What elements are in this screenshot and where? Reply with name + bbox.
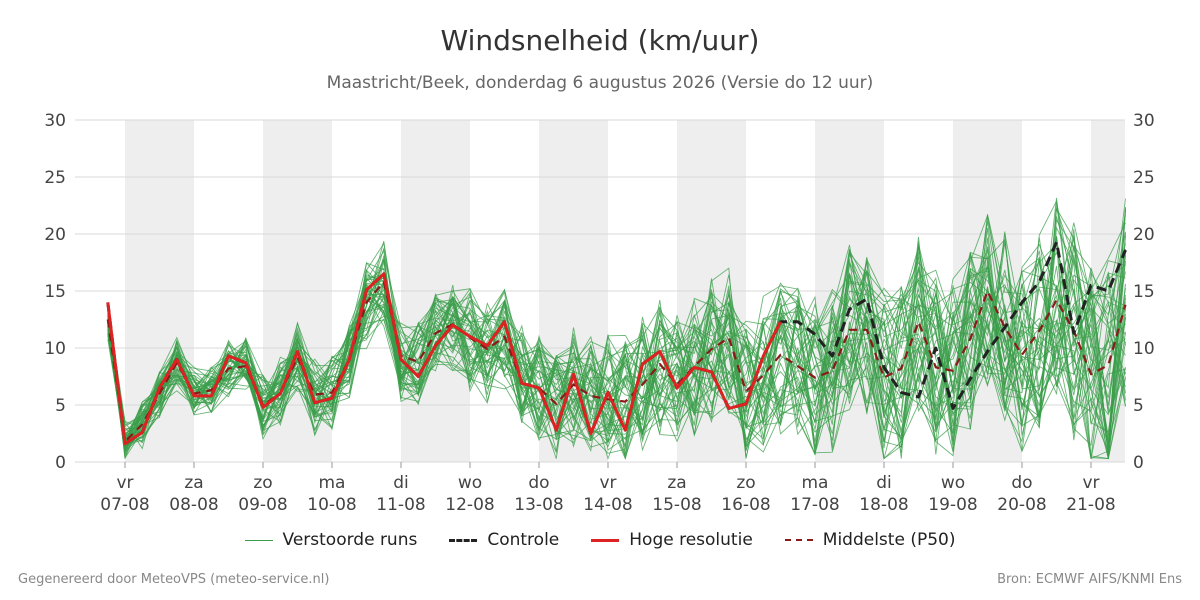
y-tick-label: 5 xyxy=(1133,396,1144,416)
x-tick-day: vr xyxy=(1082,473,1099,493)
x-tick-day: di xyxy=(393,473,409,493)
y-axis-right: 0 5 10 15 20 25 30 xyxy=(1133,111,1155,473)
perturbed-run-line xyxy=(107,257,1126,456)
legend-item-hires: Hoge resolutie xyxy=(591,530,753,550)
x-tick-date: 13-08 xyxy=(514,495,563,515)
x-tick-date: 19-08 xyxy=(928,495,977,515)
x-tick-date: 08-08 xyxy=(169,495,218,515)
y-tick-label: 10 xyxy=(44,339,66,359)
y-axis-left: 0 5 10 15 20 25 30 xyxy=(44,111,66,473)
y-tick-label: 20 xyxy=(44,225,66,245)
y-tick-label: 10 xyxy=(1133,339,1155,359)
chart-title: Windsnelheid (km/uur) xyxy=(440,24,760,57)
x-tick-date: 18-08 xyxy=(859,495,908,515)
y-tick-label: 25 xyxy=(1133,168,1155,188)
y-tick-label: 25 xyxy=(44,168,66,188)
legend-swatch-hires xyxy=(591,538,620,542)
legend-label-hires: Hoge resolutie xyxy=(629,530,753,550)
legend-swatch-perturbed xyxy=(244,539,273,541)
y-tick-label: 0 xyxy=(55,453,66,473)
legend-item-median: Middelste (P50) xyxy=(784,530,956,550)
x-tick-day: zo xyxy=(253,473,272,493)
perturbed-run-line xyxy=(107,259,1126,458)
x-tick-day: za xyxy=(184,473,203,493)
legend-item-perturbed: Verstoorde runs xyxy=(244,530,418,550)
perturbed-run-line xyxy=(107,211,1126,461)
perturbed-run-line xyxy=(107,237,1126,460)
x-tick-day: do xyxy=(1011,473,1032,493)
perturbed-run-line xyxy=(107,218,1126,459)
legend-swatch-control xyxy=(449,538,478,542)
x-tick-date: 17-08 xyxy=(790,495,839,515)
footer-source: Bron: ECMWF AIFS/KNMI Ens xyxy=(997,572,1182,587)
x-tick-day: vr xyxy=(599,473,616,493)
legend-label-control: Controle xyxy=(487,530,560,550)
y-tick-label: 15 xyxy=(44,282,66,302)
hires-line xyxy=(106,272,782,446)
y-tick-label: 30 xyxy=(1133,111,1155,131)
chart-subtitle: Maastricht/Beek, donderdag 6 augustus 20… xyxy=(326,73,874,93)
perturbed-run-line xyxy=(107,248,1126,456)
legend-label-perturbed: Verstoorde runs xyxy=(282,530,418,550)
perturbed-run-line xyxy=(107,244,1126,459)
x-tick-date: 14-08 xyxy=(583,495,632,515)
perturbed-run-line xyxy=(107,235,1126,460)
perturbed-run-line xyxy=(107,235,1126,453)
x-tick-day: ma xyxy=(319,473,346,493)
main-series xyxy=(106,240,1127,446)
median-line xyxy=(106,280,1127,443)
y-tick-label: 30 xyxy=(44,111,66,131)
x-tick-date: 07-08 xyxy=(100,495,149,515)
x-tick-day: di xyxy=(876,473,892,493)
x-tick-day: ma xyxy=(802,473,829,493)
y-tick-label: 0 xyxy=(1133,453,1144,473)
x-tick-date: 09-08 xyxy=(238,495,287,515)
y-tick-label: 15 xyxy=(1133,282,1155,302)
x-tick-date: 11-08 xyxy=(376,495,425,515)
perturbed-run-line xyxy=(107,235,1126,459)
legend-label-median: Middelste (P50) xyxy=(822,530,956,550)
x-tick-date: 12-08 xyxy=(445,495,494,515)
legend-swatch-median xyxy=(784,539,813,541)
x-tick-day: do xyxy=(528,473,549,493)
x-tick-day: wo xyxy=(941,473,965,493)
x-tick-day: zo xyxy=(736,473,755,493)
legend-item-control: Controle xyxy=(449,530,559,550)
x-tick-date: 15-08 xyxy=(652,495,701,515)
x-tick-day: za xyxy=(667,473,686,493)
legend: Verstoorde runs Controle Hoge resolutie … xyxy=(0,530,1200,550)
y-tick-label: 5 xyxy=(55,396,66,416)
footer-generator: Gegenereerd door MeteoVPS (meteo-service… xyxy=(18,572,330,587)
x-tick-date: 10-08 xyxy=(307,495,356,515)
y-tick-label: 20 xyxy=(1133,225,1155,245)
perturbed-run-line xyxy=(107,216,1126,459)
perturbed-run-line xyxy=(107,260,1126,439)
x-axis: vr07-08za08-08zo09-08ma10-08di11-08wo12-… xyxy=(100,462,1116,515)
x-tick-day: wo xyxy=(458,473,482,493)
x-tick-day: vr xyxy=(116,473,133,493)
x-tick-date: 21-08 xyxy=(1066,495,1115,515)
perturbed-run-line xyxy=(107,202,1126,455)
x-tick-date: 20-08 xyxy=(997,495,1046,515)
x-tick-date: 16-08 xyxy=(721,495,770,515)
perturbed-run-line xyxy=(107,243,1126,453)
